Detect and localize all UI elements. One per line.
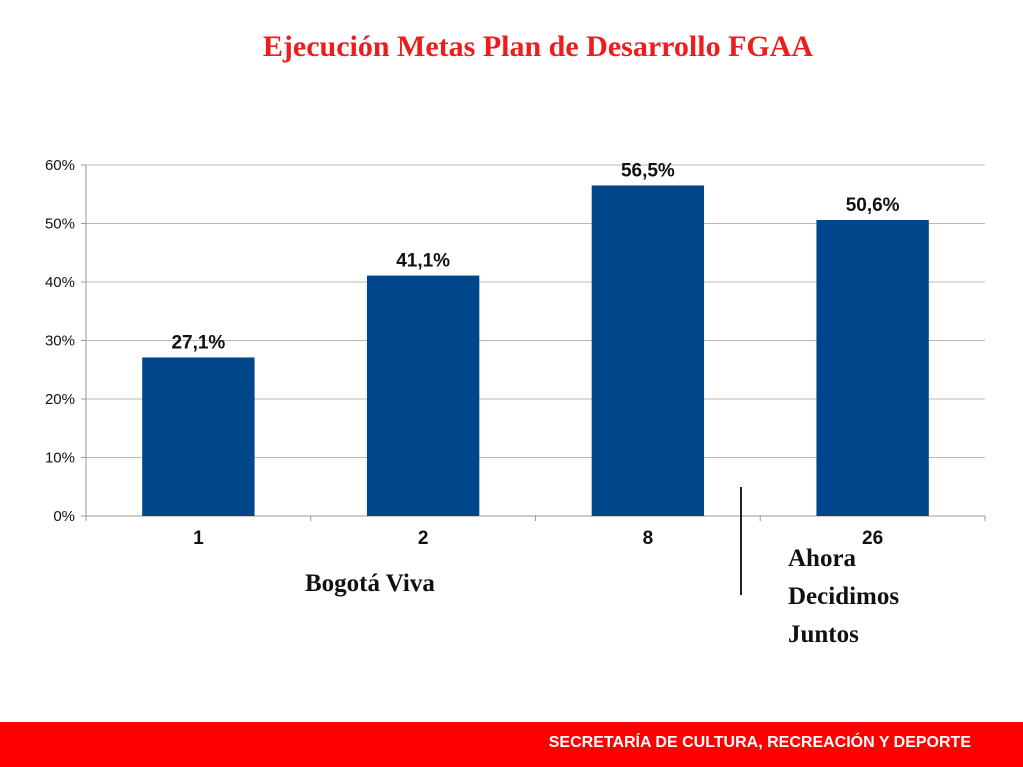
section-divider	[740, 487, 742, 595]
labels: 0% 10% 20% 30% 40% 50% 60% 27,1% 1 41,1% 2 56,5% 8 50…	[45, 157, 900, 549]
bars	[142, 185, 929, 517]
slide-title: Ejecución Metas Plan de Desarrollo FGAA	[262, 30, 814, 63]
y-tick-label: 40%	[45, 274, 75, 291]
group-label-line: Juntos	[788, 621, 859, 648]
x-tick-label: 26	[862, 528, 883, 549]
group-label-line: Decidimos	[788, 583, 900, 610]
bar	[142, 357, 255, 516]
data-label: 50,6%	[846, 195, 900, 216]
y-tick-label: 0%	[53, 508, 75, 525]
footer-text: SECRETARÍA DE CULTURA, RECREACIÓN Y DEPO…	[548, 734, 971, 751]
x-tick-label: 8	[643, 528, 654, 549]
y-tick-label: 30%	[45, 333, 75, 350]
data-label: 56,5%	[621, 160, 675, 181]
bar	[591, 185, 705, 516]
y-tick-label: 10%	[45, 450, 75, 467]
group-label-bogota-viva: Bogotá Viva	[305, 570, 435, 597]
bar-chart: 0% 10% 20% 30% 40% 50% 60% 27,1% 1 41,1% 2 56,5% 8 50…	[45, 157, 986, 549]
group-label-line: Ahora	[788, 545, 857, 572]
bar	[816, 219, 929, 517]
y-tick-label: 50%	[45, 216, 75, 233]
x-tick-label: 2	[418, 528, 429, 549]
group-label-ahora-decidimos-juntos: Ahora Decidimos Juntos	[788, 540, 899, 654]
data-label: 41,1%	[396, 251, 450, 272]
footer-bar: SECRETARÍA DE CULTURA, RECREACIÓN Y DEPO…	[0, 722, 1023, 767]
bar	[366, 275, 480, 516]
y-tick-label: 60%	[45, 157, 75, 174]
x-tick-label: 1	[193, 528, 204, 549]
y-tick-label: 20%	[45, 391, 75, 408]
data-label: 27,1%	[171, 332, 225, 353]
